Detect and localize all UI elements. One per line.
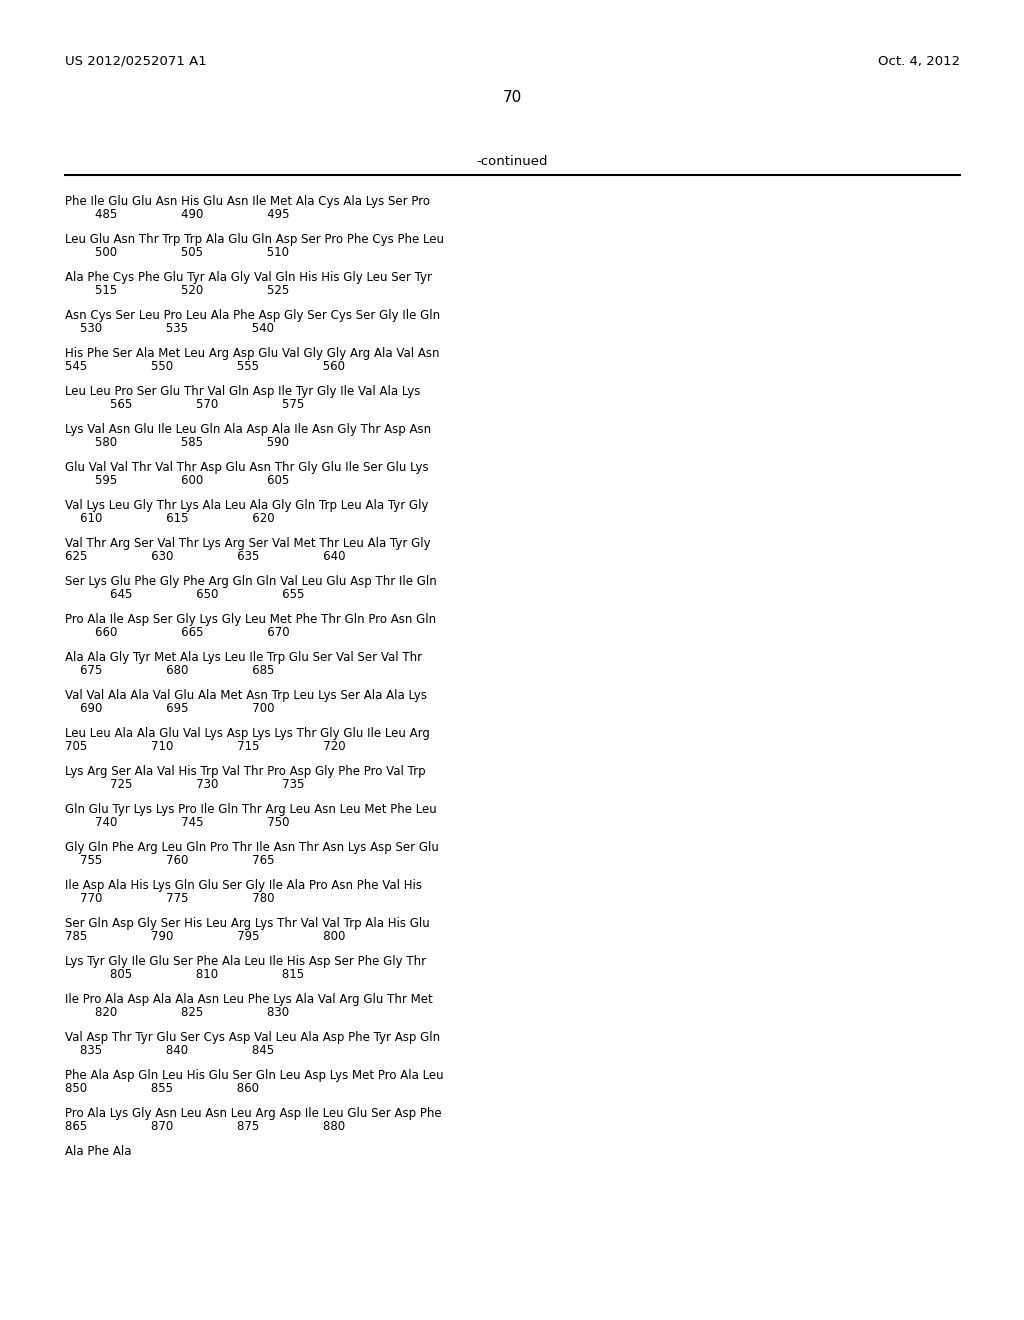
Text: 660                 665                 670: 660 665 670 — [65, 626, 290, 639]
Text: Gln Glu Tyr Lys Lys Pro Ile Gln Thr Arg Leu Asn Leu Met Phe Leu: Gln Glu Tyr Lys Lys Pro Ile Gln Thr Arg … — [65, 803, 437, 816]
Text: Ala Ala Gly Tyr Met Ala Lys Leu Ile Trp Glu Ser Val Ser Val Thr: Ala Ala Gly Tyr Met Ala Lys Leu Ile Trp … — [65, 651, 422, 664]
Text: Lys Arg Ser Ala Val His Trp Val Thr Pro Asp Gly Phe Pro Val Trp: Lys Arg Ser Ala Val His Trp Val Thr Pro … — [65, 766, 426, 777]
Text: 500                 505                 510: 500 505 510 — [65, 246, 289, 259]
Text: 610                 615                 620: 610 615 620 — [65, 512, 274, 525]
Text: Asn Cys Ser Leu Pro Leu Ala Phe Asp Gly Ser Cys Ser Gly Ile Gln: Asn Cys Ser Leu Pro Leu Ala Phe Asp Gly … — [65, 309, 440, 322]
Text: 545                 550                 555                 560: 545 550 555 560 — [65, 360, 345, 374]
Text: Pro Ala Ile Asp Ser Gly Lys Gly Leu Met Phe Thr Gln Pro Asn Gln: Pro Ala Ile Asp Ser Gly Lys Gly Leu Met … — [65, 612, 436, 626]
Text: Leu Leu Pro Ser Glu Thr Val Gln Asp Ile Tyr Gly Ile Val Ala Lys: Leu Leu Pro Ser Glu Thr Val Gln Asp Ile … — [65, 385, 421, 399]
Text: 690                 695                 700: 690 695 700 — [65, 702, 274, 715]
Text: 805                 810                 815: 805 810 815 — [65, 968, 304, 981]
Text: 625                 630                 635                 640: 625 630 635 640 — [65, 550, 345, 564]
Text: Ser Lys Glu Phe Gly Phe Arg Gln Gln Val Leu Glu Asp Thr Ile Gln: Ser Lys Glu Phe Gly Phe Arg Gln Gln Val … — [65, 576, 437, 587]
Text: Leu Leu Ala Ala Glu Val Lys Asp Lys Lys Thr Gly Glu Ile Leu Arg: Leu Leu Ala Ala Glu Val Lys Asp Lys Lys … — [65, 727, 430, 741]
Text: 865                 870                 875                 880: 865 870 875 880 — [65, 1119, 345, 1133]
Text: 565                 570                 575: 565 570 575 — [65, 399, 304, 411]
Text: Glu Val Val Thr Val Thr Asp Glu Asn Thr Gly Glu Ile Ser Glu Lys: Glu Val Val Thr Val Thr Asp Glu Asn Thr … — [65, 461, 429, 474]
Text: 820                 825                 830: 820 825 830 — [65, 1006, 289, 1019]
Text: Lys Val Asn Glu Ile Leu Gln Ala Asp Ala Ile Asn Gly Thr Asp Asn: Lys Val Asn Glu Ile Leu Gln Ala Asp Ala … — [65, 422, 431, 436]
Text: Val Thr Arg Ser Val Thr Lys Arg Ser Val Met Thr Leu Ala Tyr Gly: Val Thr Arg Ser Val Thr Lys Arg Ser Val … — [65, 537, 431, 550]
Text: Ala Phe Ala: Ala Phe Ala — [65, 1144, 131, 1158]
Text: 485                 490                 495: 485 490 495 — [65, 209, 290, 220]
Text: 850                 855                 860: 850 855 860 — [65, 1082, 259, 1096]
Text: 515                 520                 525: 515 520 525 — [65, 284, 289, 297]
Text: US 2012/0252071 A1: US 2012/0252071 A1 — [65, 55, 207, 69]
Text: 645                 650                 655: 645 650 655 — [65, 587, 304, 601]
Text: Val Val Ala Ala Val Glu Ala Met Asn Trp Leu Lys Ser Ala Ala Lys: Val Val Ala Ala Val Glu Ala Met Asn Trp … — [65, 689, 427, 702]
Text: Pro Ala Lys Gly Asn Leu Asn Leu Arg Asp Ile Leu Glu Ser Asp Phe: Pro Ala Lys Gly Asn Leu Asn Leu Arg Asp … — [65, 1107, 441, 1119]
Text: Ala Phe Cys Phe Glu Tyr Ala Gly Val Gln His His Gly Leu Ser Tyr: Ala Phe Cys Phe Glu Tyr Ala Gly Val Gln … — [65, 271, 432, 284]
Text: Val Asp Thr Tyr Glu Ser Cys Asp Val Leu Ala Asp Phe Tyr Asp Gln: Val Asp Thr Tyr Glu Ser Cys Asp Val Leu … — [65, 1031, 440, 1044]
Text: Ser Gln Asp Gly Ser His Leu Arg Lys Thr Val Val Trp Ala His Glu: Ser Gln Asp Gly Ser His Leu Arg Lys Thr … — [65, 917, 430, 931]
Text: His Phe Ser Ala Met Leu Arg Asp Glu Val Gly Gly Arg Ala Val Asn: His Phe Ser Ala Met Leu Arg Asp Glu Val … — [65, 347, 439, 360]
Text: 70: 70 — [503, 90, 521, 106]
Text: 755                 760                 765: 755 760 765 — [65, 854, 274, 867]
Text: Ile Pro Ala Asp Ala Ala Asn Leu Phe Lys Ala Val Arg Glu Thr Met: Ile Pro Ala Asp Ala Ala Asn Leu Phe Lys … — [65, 993, 433, 1006]
Text: 530                 535                 540: 530 535 540 — [65, 322, 274, 335]
Text: 740                 745                 750: 740 745 750 — [65, 816, 290, 829]
Text: Ile Asp Ala His Lys Gln Glu Ser Gly Ile Ala Pro Asn Phe Val His: Ile Asp Ala His Lys Gln Glu Ser Gly Ile … — [65, 879, 422, 892]
Text: Gly Gln Phe Arg Leu Gln Pro Thr Ile Asn Thr Asn Lys Asp Ser Glu: Gly Gln Phe Arg Leu Gln Pro Thr Ile Asn … — [65, 841, 439, 854]
Text: 835                 840                 845: 835 840 845 — [65, 1044, 274, 1057]
Text: Oct. 4, 2012: Oct. 4, 2012 — [878, 55, 961, 69]
Text: 675                 680                 685: 675 680 685 — [65, 664, 274, 677]
Text: Phe Ile Glu Glu Asn His Glu Asn Ile Met Ala Cys Ala Lys Ser Pro: Phe Ile Glu Glu Asn His Glu Asn Ile Met … — [65, 195, 430, 209]
Text: 705                 710                 715                 720: 705 710 715 720 — [65, 741, 346, 752]
Text: 595                 600                 605: 595 600 605 — [65, 474, 289, 487]
Text: Lys Tyr Gly Ile Glu Ser Phe Ala Leu Ile His Asp Ser Phe Gly Thr: Lys Tyr Gly Ile Glu Ser Phe Ala Leu Ile … — [65, 954, 426, 968]
Text: -continued: -continued — [476, 154, 548, 168]
Text: 580                 585                 590: 580 585 590 — [65, 436, 289, 449]
Text: Val Lys Leu Gly Thr Lys Ala Leu Ala Gly Gln Trp Leu Ala Tyr Gly: Val Lys Leu Gly Thr Lys Ala Leu Ala Gly … — [65, 499, 428, 512]
Text: Leu Glu Asn Thr Trp Trp Ala Glu Gln Asp Ser Pro Phe Cys Phe Leu: Leu Glu Asn Thr Trp Trp Ala Glu Gln Asp … — [65, 234, 444, 246]
Text: 770                 775                 780: 770 775 780 — [65, 892, 274, 906]
Text: 725                 730                 735: 725 730 735 — [65, 777, 304, 791]
Text: Phe Ala Asp Gln Leu His Glu Ser Gln Leu Asp Lys Met Pro Ala Leu: Phe Ala Asp Gln Leu His Glu Ser Gln Leu … — [65, 1069, 443, 1082]
Text: 785                 790                 795                 800: 785 790 795 800 — [65, 931, 345, 942]
